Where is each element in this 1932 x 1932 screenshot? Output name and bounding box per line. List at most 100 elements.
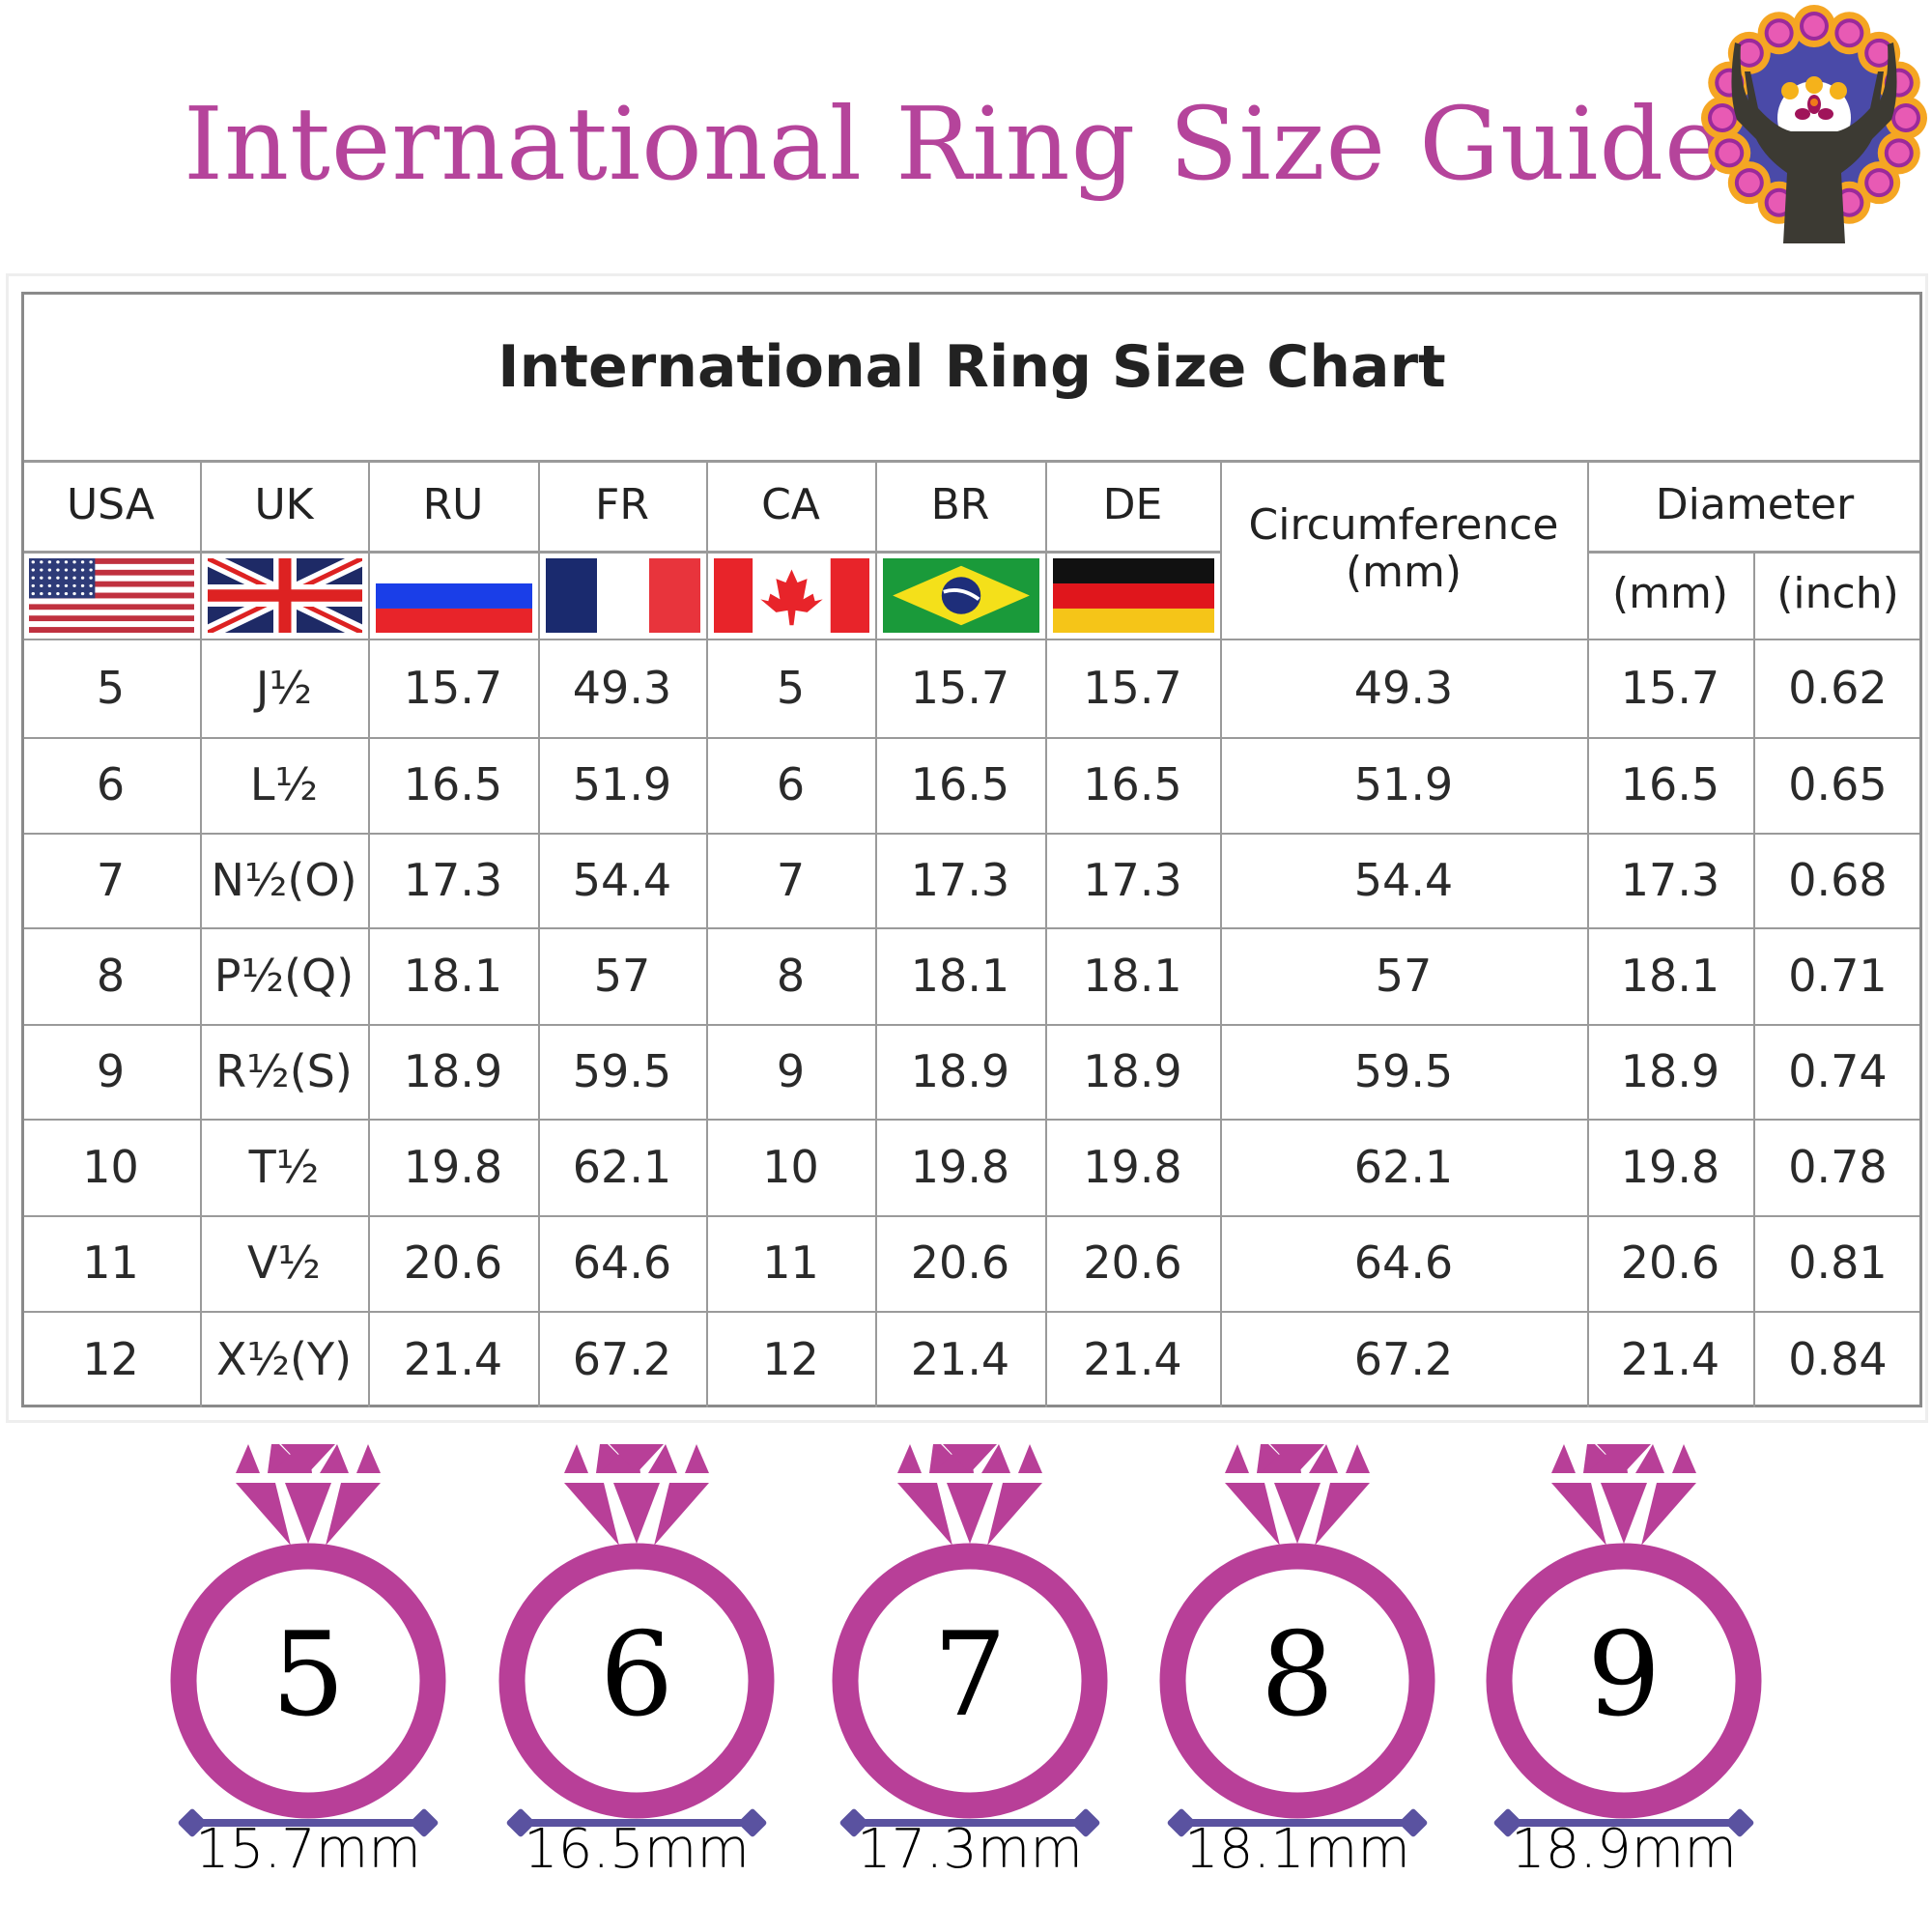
measure-bar-icon — [1493, 1808, 1754, 1837]
germany-flag-icon — [1053, 558, 1214, 633]
table-gridline — [24, 1119, 1919, 1121]
table-cell: 18.1 — [910, 949, 1010, 1002]
column-header-usa: USA — [66, 479, 156, 529]
ring-size-number: 5 — [270, 1608, 346, 1743]
column-header-diameter: Diameter — [1655, 479, 1855, 529]
canada-flag-icon — [714, 558, 869, 633]
diamond-icon — [1551, 1444, 1696, 1546]
table-cell: 12 — [82, 1332, 139, 1385]
table-cell: 57 — [1375, 949, 1433, 1002]
table-cell: 49.3 — [572, 661, 672, 714]
table-cell: 0.78 — [1788, 1140, 1888, 1193]
table-cell: J½ — [255, 661, 313, 714]
table-cell: 21.4 — [1620, 1332, 1720, 1385]
russia-flag-icon — [376, 558, 532, 633]
table-gridline — [538, 460, 540, 1407]
ring-size-number: 8 — [1260, 1608, 1335, 1743]
column-header-ca: CA — [761, 479, 820, 529]
table-cell: 18.1 — [403, 949, 503, 1002]
table-cell: 11 — [762, 1236, 819, 1290]
table-cell: 17.3 — [403, 853, 503, 906]
table-cell: 49.3 — [1353, 661, 1454, 714]
table-cell: 12 — [762, 1332, 819, 1385]
column-header-ru: RU — [422, 479, 484, 529]
column-header-diameter-inch: (inch) — [1776, 569, 1899, 619]
table-cell: 16.5 — [1620, 758, 1720, 811]
usa-flag-icon — [29, 558, 194, 633]
table-gridline — [1753, 551, 1755, 1407]
table-cell: 0.81 — [1788, 1236, 1888, 1290]
table-cell: 20.6 — [910, 1236, 1010, 1290]
column-header-diameter-mm: (mm) — [1611, 569, 1729, 619]
table-gridline — [24, 737, 1919, 739]
page-title: International Ring Size Guide — [184, 85, 1725, 203]
table-cell: V½ — [246, 1236, 322, 1290]
table-cell: 18.9 — [403, 1044, 503, 1097]
table-cell: 10 — [82, 1140, 139, 1193]
table-cell: 20.6 — [1083, 1236, 1182, 1290]
chart-title: International Ring Size Chart — [497, 333, 1446, 401]
table-cell: 15.7 — [1083, 661, 1182, 714]
table-gridline — [24, 927, 1919, 929]
table-gridline — [24, 833, 1919, 835]
table-cell: 67.2 — [572, 1332, 672, 1385]
diamond-icon — [1225, 1444, 1370, 1546]
table-cell: 16.5 — [403, 758, 503, 811]
table-cell: 9 — [776, 1044, 806, 1097]
ring-diameter-label: 18.9mm — [1511, 1818, 1737, 1881]
table-cell: 7 — [96, 853, 126, 906]
table-cell: 54.4 — [1353, 853, 1454, 906]
table-cell: 8 — [96, 949, 126, 1002]
table-cell: 59.5 — [572, 1044, 672, 1097]
table-gridline — [24, 460, 1919, 463]
column-header-circumference: Circumference (mm) — [1220, 460, 1587, 639]
ring-band-icon — [832, 1543, 1108, 1819]
ring-band-icon — [1159, 1543, 1435, 1819]
table-cell: X½(Y) — [215, 1332, 353, 1385]
table-cell: 10 — [762, 1140, 819, 1193]
measure-bar-icon — [506, 1808, 767, 1837]
table-cell: 0.65 — [1788, 758, 1888, 811]
table-cell: 5 — [776, 661, 806, 714]
ring-size-number: 9 — [1586, 1608, 1662, 1743]
table-cell: 21.4 — [910, 1332, 1010, 1385]
stag-mandala-logo-icon — [1701, 5, 1927, 243]
column-header-fr: FR — [595, 479, 649, 529]
measure-bar-icon — [178, 1808, 439, 1837]
table-cell: 18.9 — [1620, 1044, 1720, 1097]
table-cell: 19.8 — [910, 1140, 1010, 1193]
table-gridline — [1220, 460, 1222, 1407]
ring-diameter-label: 15.7mm — [195, 1818, 421, 1881]
table-cell: 15.7 — [1620, 661, 1720, 714]
table-cell: 0.62 — [1788, 661, 1888, 714]
table-gridline — [24, 551, 1220, 554]
ring-band-icon — [170, 1543, 446, 1819]
table-gridline — [200, 460, 202, 1407]
table-cell: 15.7 — [910, 661, 1010, 714]
table-cell: 0.68 — [1788, 853, 1888, 906]
diamond-icon — [236, 1444, 381, 1546]
table-cell: 18.1 — [1620, 949, 1720, 1002]
ring-band-icon — [1486, 1543, 1762, 1819]
table-cell: T½ — [248, 1140, 320, 1193]
table-cell: 5 — [96, 661, 126, 714]
table-cell: 0.74 — [1788, 1044, 1888, 1097]
table-cell: 51.9 — [1353, 758, 1454, 811]
table-cell: 20.6 — [403, 1236, 503, 1290]
measure-bar-icon — [839, 1808, 1100, 1837]
table-cell: 59.5 — [1353, 1044, 1454, 1097]
table-gridline — [706, 460, 708, 1407]
ring-diameter-label: 17.3mm — [857, 1818, 1083, 1881]
table-cell: 21.4 — [403, 1332, 503, 1385]
ring-size-6: 6 16.5mm — [443, 1439, 830, 1922]
ring-diameter-label: 16.5mm — [524, 1818, 750, 1881]
ring-size-7: 7 17.3mm — [777, 1439, 1163, 1922]
column-header-br: BR — [930, 479, 990, 529]
table-cell: R½(S) — [215, 1044, 353, 1097]
chart-frame — [6, 273, 1928, 1423]
table-cell: 18.9 — [910, 1044, 1010, 1097]
table-cell: 17.3 — [1620, 853, 1720, 906]
circumference-header-line: Circumference — [1248, 500, 1559, 551]
table-cell: 11 — [82, 1236, 139, 1290]
table-cell: 15.7 — [403, 661, 503, 714]
